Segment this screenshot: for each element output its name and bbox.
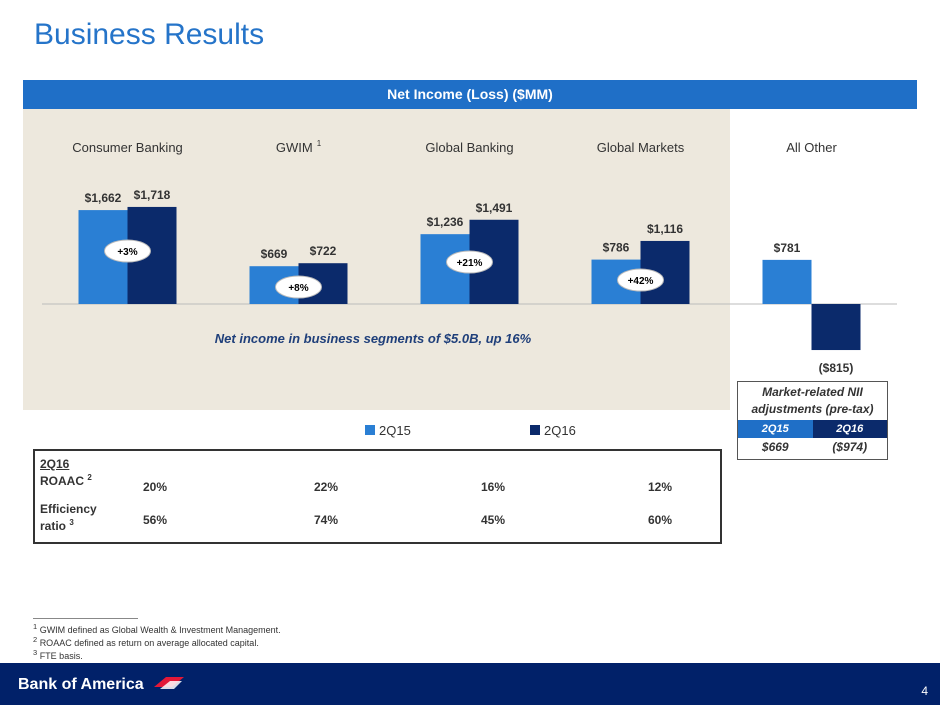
roaac-global-markets: 12% [648, 480, 673, 494]
bank-logo: Bank of America [18, 675, 186, 694]
bar-2q15 [762, 259, 812, 304]
efficiency-sup: 3 [69, 518, 74, 527]
legend-swatch-2q16 [530, 425, 540, 435]
footnote-3-sup: 3 [33, 648, 38, 657]
market-nii-header-2q15: 2Q15 [738, 420, 813, 438]
eff-global-markets: 60% [648, 513, 673, 527]
efficiency-label-line1: Efficiency [40, 502, 97, 516]
market-nii-box: Market-related NII adjustments (pre-tax)… [737, 381, 888, 460]
footnote-2-text: ROAAC defined as return on average alloc… [39, 638, 259, 648]
bar-2q16 [811, 304, 861, 351]
eff-consumer: 56% [143, 513, 168, 527]
roaac-consumer: 20% [143, 480, 168, 494]
data-label: $722 [310, 244, 337, 258]
legend-label-2q16: 2Q16 [544, 423, 576, 438]
page-title: Business Results [34, 18, 265, 51]
category-label: Consumer Banking [72, 140, 183, 155]
footnote-2-sup: 2 [33, 635, 38, 644]
chart-annotation: Net income in business segments of $5.0B… [215, 331, 532, 346]
legend-label-2q15: 2Q15 [379, 423, 411, 438]
page-number: 4 [921, 684, 928, 698]
data-label: $781 [774, 241, 801, 255]
roaac-sup: 2 [87, 473, 92, 482]
metrics-table: 2Q16 ROAAC 2 20% 22% 16% 12% Efficiency … [33, 449, 722, 544]
change-pill [446, 250, 493, 274]
change-label: +42% [628, 276, 654, 287]
footnote-rule [33, 618, 138, 619]
data-label: $669 [261, 247, 288, 261]
market-nii-caption-line1: Market-related NII [762, 385, 863, 399]
footnote-1-sup: 1 [33, 622, 38, 631]
category-label: Global Banking [425, 140, 513, 155]
data-label: ($815) [819, 361, 854, 375]
data-label: $1,662 [85, 191, 122, 205]
market-nii-value-2q16: ($974) [832, 440, 868, 454]
market-nii-caption: Market-related NII adjustments (pre-tax) [738, 382, 887, 418]
change-label: +8% [288, 283, 308, 294]
roaac-label-text: ROAAC [40, 474, 84, 488]
chart-header: Net Income (Loss) ($MM) [23, 80, 917, 109]
data-label: $1,718 [134, 188, 171, 202]
change-pill [617, 268, 664, 292]
eff-gwim: 74% [314, 513, 339, 527]
legend-swatch-2q15 [365, 425, 375, 435]
category-label: Global Markets [597, 140, 685, 155]
footnote-1: 1 GWIM defined as Global Wealth & Invest… [33, 622, 281, 635]
data-label: $786 [603, 241, 630, 255]
market-nii-value-2q15: $669 [761, 440, 789, 454]
roaac-label: ROAAC 2 [40, 473, 92, 488]
roaac-gwim: 22% [314, 480, 339, 494]
roaac-global-banking: 16% [481, 480, 506, 494]
footnote-2: 2 ROAAC defined as return on average all… [33, 635, 259, 648]
efficiency-label-line2: ratio [40, 519, 67, 533]
data-label: $1,236 [427, 215, 464, 229]
metrics-period: 2Q16 [40, 457, 70, 471]
change-pill [104, 239, 151, 263]
change-label: +21% [457, 258, 483, 269]
data-label: $1,116 [647, 222, 683, 236]
change-pill [275, 275, 322, 299]
footnote-1-text: GWIM defined as Global Wealth & Investme… [39, 625, 281, 635]
footer-bar [0, 663, 940, 705]
bank-logo-text: Bank of America [18, 676, 144, 693]
category-label: All Other [786, 140, 837, 155]
category-label: GWIM 1 [276, 139, 322, 155]
footnote-3: 3 FTE basis. [33, 648, 83, 661]
eff-global-banking: 45% [481, 513, 506, 527]
market-nii-caption-line2: adjustments (pre-tax) [751, 402, 874, 416]
data-label: $1,491 [476, 201, 513, 215]
change-label: +3% [117, 247, 137, 258]
flag-logo-icon [154, 677, 185, 689]
footnote-3-text: FTE basis. [39, 651, 83, 661]
market-nii-header-2q16: 2Q16 [812, 420, 887, 438]
efficiency-label: ratio 3 [40, 518, 74, 533]
